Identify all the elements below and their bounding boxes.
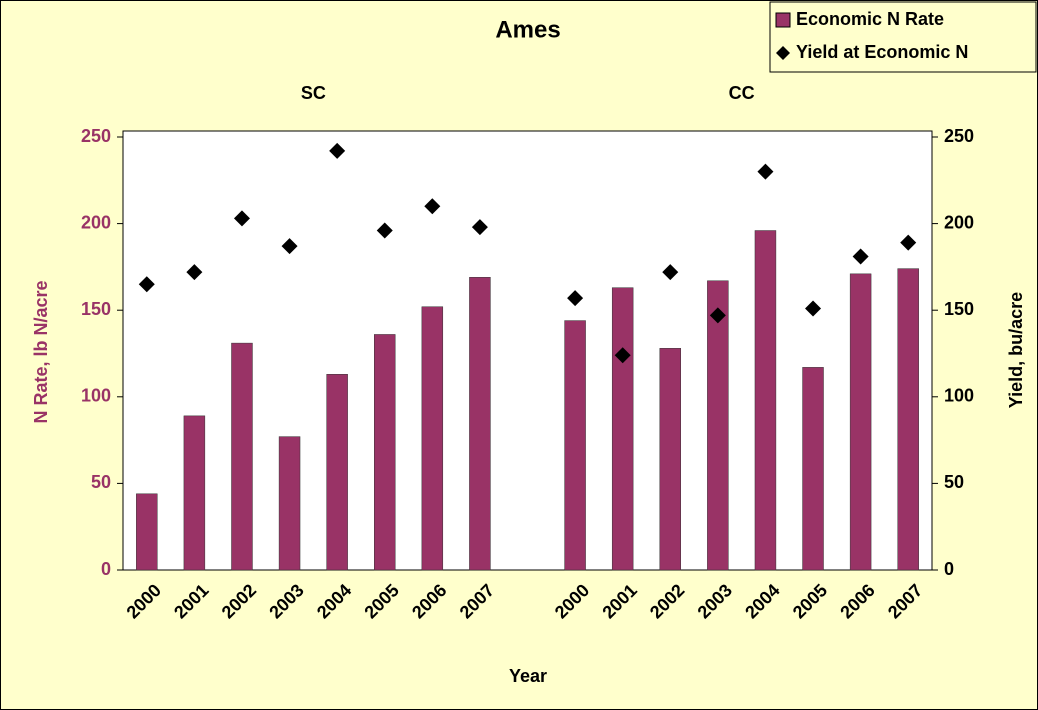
y-tick-label: 250 xyxy=(81,126,111,146)
legend-label: Economic N Rate xyxy=(796,9,944,29)
bar xyxy=(659,348,681,571)
yield-marker xyxy=(614,347,631,364)
y2-tick-label: 50 xyxy=(944,472,964,492)
bar xyxy=(707,280,729,571)
bar xyxy=(564,320,586,571)
bar xyxy=(802,367,824,571)
y-tick-label: 50 xyxy=(91,472,111,492)
yield-marker xyxy=(852,248,869,265)
yield-marker xyxy=(329,142,346,159)
y-tick-label: 200 xyxy=(81,212,111,232)
y-axis-label: N Rate, lb N/acre xyxy=(31,280,51,423)
group-label: SC xyxy=(301,83,326,103)
y2-tick-label: 100 xyxy=(944,386,974,406)
group-label: CC xyxy=(729,83,755,103)
y2-tick-label: 250 xyxy=(944,126,974,146)
yield-marker xyxy=(233,210,250,227)
y2-axis-label: Yield, bu/acre xyxy=(1006,292,1026,408)
yield-marker xyxy=(424,198,441,215)
y2-tick-label: 150 xyxy=(944,299,974,319)
y-tick-label: 100 xyxy=(81,386,111,406)
y2-tick-label: 200 xyxy=(944,212,974,232)
legend-swatch xyxy=(776,46,790,60)
plot-area xyxy=(122,130,933,571)
yield-marker xyxy=(709,307,726,324)
bar xyxy=(421,306,444,571)
yield-marker xyxy=(567,290,584,307)
bar xyxy=(611,287,634,571)
yield-marker xyxy=(805,300,822,317)
yield-marker xyxy=(186,264,203,281)
bar xyxy=(326,374,348,571)
yield-marker xyxy=(900,234,917,251)
chart-title: Ames xyxy=(495,16,560,43)
bar xyxy=(183,415,206,571)
bar xyxy=(136,493,158,571)
y-tick-label: 150 xyxy=(81,299,111,319)
yield-marker xyxy=(376,222,393,239)
bar xyxy=(897,268,919,571)
bar xyxy=(754,230,777,571)
y-tick-label: 0 xyxy=(101,559,111,579)
x-axis-label: Year xyxy=(509,666,547,686)
yield-marker xyxy=(281,238,298,255)
yield-marker xyxy=(662,264,679,281)
y2-tick-label: 0 xyxy=(944,559,954,579)
bar xyxy=(849,273,872,571)
bar xyxy=(278,436,301,571)
legend-box xyxy=(769,1,1037,73)
legend-swatch xyxy=(775,12,791,28)
legend-label: Yield at Economic N xyxy=(796,42,968,62)
yield-marker xyxy=(138,276,155,293)
bar xyxy=(231,342,253,571)
bar xyxy=(374,334,396,571)
yield-marker xyxy=(471,219,488,236)
bar xyxy=(469,277,491,571)
yield-marker xyxy=(757,163,774,180)
